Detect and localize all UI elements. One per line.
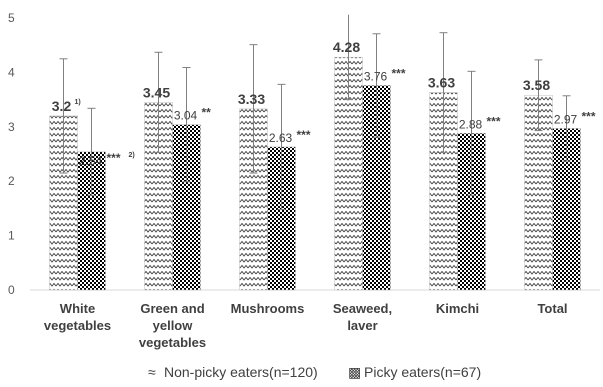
data-label-footnote: 1) xyxy=(75,99,81,106)
significance-marker: *** xyxy=(392,66,406,80)
x-category-label: vegetables xyxy=(44,318,111,333)
x-category-label: yellow xyxy=(153,318,194,333)
y-tick-label: 4 xyxy=(8,65,15,79)
data-label-non-picky: 3.58 xyxy=(523,77,550,93)
significance-marker: *** xyxy=(107,151,121,165)
data-label-picky: 2.88 xyxy=(459,117,483,131)
y-tick-label: 3 xyxy=(8,120,15,134)
plot-area: 0 1 2 3 4 5 3.2 1) 2.54 *** 2) White vegetables 3.45 3… xyxy=(8,11,600,350)
x-category-label: Total xyxy=(537,301,567,316)
x-category-label: laver xyxy=(347,318,377,333)
significance-marker: ** xyxy=(202,106,212,120)
legend-label-non-picky: Non-picky eaters(n=120) xyxy=(164,364,318,380)
data-label-non-picky: 3.45 xyxy=(143,84,170,100)
data-label-picky: 3.76 xyxy=(364,69,388,83)
significance-marker: *** xyxy=(487,114,501,128)
data-label-picky: 3.04 xyxy=(174,109,198,123)
data-label-non-picky: 4.28 xyxy=(333,39,360,55)
x-category-label: Green and xyxy=(140,301,204,316)
y-tick-label: 5 xyxy=(8,11,15,25)
x-category-label: Kimchi xyxy=(436,301,479,316)
significance-marker: *** xyxy=(297,128,311,142)
x-category-label: White xyxy=(60,301,95,316)
x-category-label: Mushrooms xyxy=(231,301,305,316)
data-label-non-picky: 3.2 xyxy=(52,98,72,114)
legend-symbol-picky: ▩ xyxy=(348,364,361,380)
legend-label-picky: Picky eaters(n=67) xyxy=(364,364,481,380)
data-label-picky: 2.97 xyxy=(554,112,578,126)
x-category-label: Seaweed, xyxy=(333,301,392,316)
y-tick-label: 1 xyxy=(8,229,15,243)
legend-symbol-non-picky: ≈ xyxy=(148,364,156,380)
data-label-non-picky: 3.63 xyxy=(428,75,455,91)
x-category-label: vegetables xyxy=(139,335,206,350)
data-label-non-picky: 3.33 xyxy=(238,91,265,107)
data-label-picky: 2.63 xyxy=(269,131,293,145)
y-tick-label: 2 xyxy=(8,174,15,188)
significance-footnote: 2) xyxy=(129,152,135,159)
y-tick-label: 0 xyxy=(8,283,15,297)
legend: ≈ Non-picky eaters(n=120) ▩ Picky eaters(n=… xyxy=(148,364,481,380)
significance-marker: *** xyxy=(582,109,596,123)
data-label-picky: 2.54 xyxy=(79,154,103,168)
